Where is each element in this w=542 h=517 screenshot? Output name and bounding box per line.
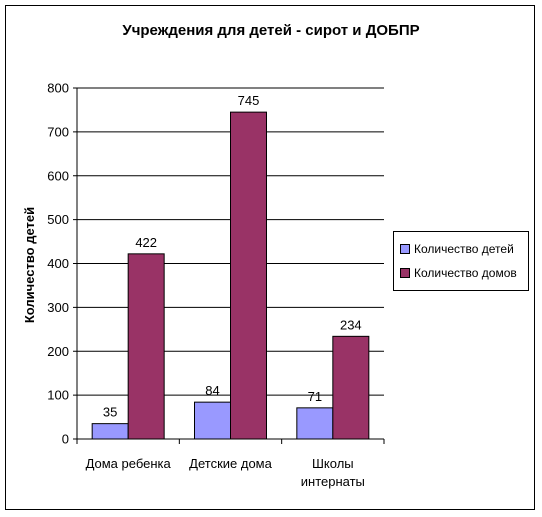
bar xyxy=(91,423,129,440)
data-label: 84 xyxy=(205,383,219,398)
y-tick-label: 300 xyxy=(47,300,69,315)
legend-label-homes: Количество домов xyxy=(414,266,517,280)
y-tick-label: 100 xyxy=(47,388,69,403)
data-label: 422 xyxy=(135,235,157,250)
y-axis-label: Количество детей xyxy=(22,207,37,323)
y-tick-label: 400 xyxy=(47,256,69,271)
x-tick-label: Школы интернаты xyxy=(301,456,365,489)
bar xyxy=(194,401,231,440)
axes xyxy=(76,88,385,444)
data-labels: 35 84 71 422 745 234 xyxy=(103,93,362,420)
y-tick-label: 700 xyxy=(47,124,69,139)
data-label: 234 xyxy=(340,317,362,332)
data-label: 745 xyxy=(238,93,260,108)
bar xyxy=(127,253,165,440)
legend: Количество детей Количество домов xyxy=(393,231,529,291)
x-tick-label: Детские дома xyxy=(189,456,272,471)
x-axis-labels: Дома ребенка Детские дома Школы интернаты xyxy=(86,456,365,489)
legend-item-homes: Количество домов xyxy=(400,261,528,285)
y-tick-label: 600 xyxy=(47,168,69,183)
data-label: 71 xyxy=(308,389,322,404)
bars xyxy=(91,111,370,440)
legend-item-children: Количество детей xyxy=(400,237,528,261)
y-tick-label: 500 xyxy=(47,212,69,227)
data-label: 35 xyxy=(103,405,117,420)
y-tick-label: 200 xyxy=(47,344,69,359)
bar xyxy=(296,407,334,440)
bar xyxy=(230,111,267,440)
y-axis-ticks: 0 100 200 300 400 500 600 700 800 xyxy=(47,81,77,447)
chart-title: Учреждения для детей - сирот и ДОБПР xyxy=(122,22,420,39)
legend-swatch-children xyxy=(400,244,410,254)
legend-label-children: Количество детей xyxy=(414,242,514,256)
legend-swatch-homes xyxy=(400,268,410,278)
y-tick-label: 0 xyxy=(62,432,69,447)
y-tick-label: 800 xyxy=(47,81,69,96)
x-tick-label: Дома ребенка xyxy=(86,456,172,471)
bar xyxy=(332,335,370,440)
